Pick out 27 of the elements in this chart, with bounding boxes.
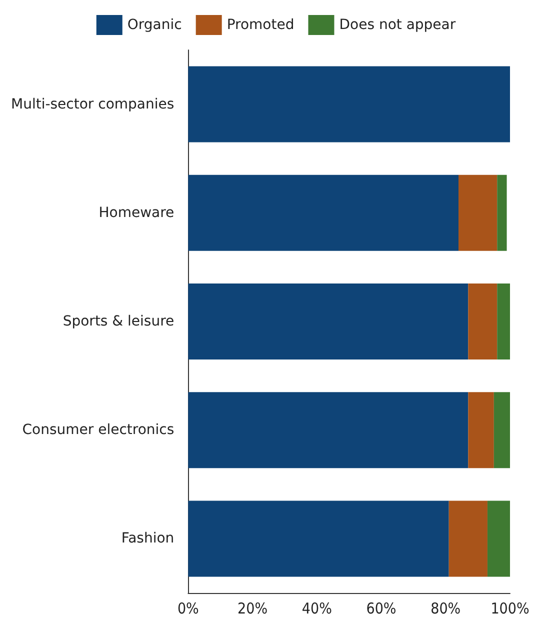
bar — [497, 283, 510, 360]
legend-label: Does not appear — [339, 17, 456, 33]
x-tick-label: 100% — [490, 600, 530, 618]
bar — [487, 500, 510, 577]
x-tick-label: 40% — [302, 600, 332, 618]
y-tick-label: Homeware — [98, 204, 174, 221]
bar — [188, 66, 510, 142]
y-tick-label: Multi-sector companies — [10, 96, 174, 112]
y-tick-label: Consumer electronics — [22, 422, 174, 438]
y-tick-label: Fashion — [121, 530, 174, 547]
bar — [497, 174, 507, 251]
bar — [468, 283, 498, 360]
bar — [458, 174, 498, 251]
bar — [188, 500, 449, 577]
x-tick-label: 80% — [430, 600, 461, 618]
legend-label: Organic — [127, 17, 182, 33]
bar — [188, 174, 459, 251]
legend-label: Promoted — [226, 17, 294, 33]
bar — [468, 392, 494, 468]
y-tick-label: Sports & leisure — [62, 314, 174, 330]
bar — [448, 500, 488, 577]
bar — [188, 392, 468, 468]
x-tick-label: 20% — [238, 600, 268, 618]
bar — [188, 283, 468, 360]
x-tick-label: 60% — [366, 600, 396, 618]
x-tick-label: 0% — [177, 600, 200, 618]
bar — [494, 392, 510, 468]
